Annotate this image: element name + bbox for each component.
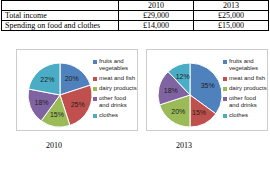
html-text:2013: 2013 [223,1,239,10]
svg-text:18%: 18% [35,99,49,106]
svg-text:22%: 22% [40,76,54,83]
svg-text:20%: 20% [171,108,185,115]
svg-text:20%: 20% [65,75,79,82]
svg-text:18%: 18% [164,87,178,94]
html-text:other food and drinks: other food and drinks [99,95,127,108]
html-text:dairy products: dairy products [229,85,267,91]
html-text:£29,000: £29,000 [143,11,169,20]
html-text:meat and fish: meat and fish [99,75,135,81]
svg-text:15%: 15% [50,111,64,118]
html-text:fruits and vegetables: fruits and vegetables [99,58,128,71]
html-text:2010: 2010 [46,141,62,150]
svg-text:15%: 15% [192,109,206,116]
html-text:other food and drinks: other food and drinks [229,95,257,108]
html-text:clothes: clothes [229,112,248,118]
html-text:meat and fish: meat and fish [229,75,265,81]
svg-text:12%: 12% [176,73,190,80]
html-text:2013: 2013 [176,141,192,150]
html-text:2010: 2010 [148,1,164,10]
html-text:dairy products: dairy products [99,85,137,91]
html-text:Spending on food and clothes: Spending on food and clothes [5,21,101,30]
html-text:Total income: Total income [5,11,47,20]
html-text:clothes: clothes [99,112,118,118]
html-text:£15,000: £15,000 [218,21,244,30]
html-text:£14,000: £14,000 [143,21,169,30]
svg-text:35%: 35% [201,82,215,89]
html-text:£25,000: £25,000 [218,11,244,20]
svg-text:25%: 25% [71,101,85,108]
html-text:fruits and vegetables: fruits and vegetables [229,58,258,71]
